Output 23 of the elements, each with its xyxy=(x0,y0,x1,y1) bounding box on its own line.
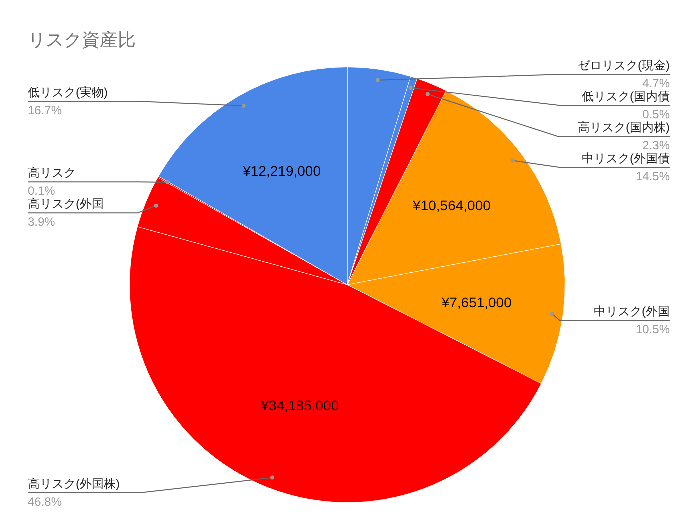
slice-label: 高リスク(外国株) xyxy=(28,476,120,491)
data-label: 46.8% xyxy=(28,494,62,509)
slice-label: 高リスク(国内株) xyxy=(578,120,670,135)
slice-label: 低リスク(実物) xyxy=(28,86,108,100)
data-label: 3.9% xyxy=(28,215,56,230)
text: ¥34,185,000 xyxy=(261,398,340,414)
data-label: 14.5% xyxy=(636,170,670,184)
slice-label: 中リスク(外国 xyxy=(594,304,670,319)
slice-label: 高リスク xyxy=(28,166,76,180)
slice-label: 中リスク(外国債 xyxy=(582,152,670,166)
text: ¥12,219,000 xyxy=(243,162,321,179)
text: ¥10,564,000 xyxy=(413,197,491,214)
data-label: 2.3% xyxy=(642,138,670,153)
data-label: 4.7% xyxy=(642,76,670,91)
text: ¥7,651,000 xyxy=(442,294,512,310)
data-label: 0.1% xyxy=(28,184,56,198)
slice-label: ゼロリスク(現金) xyxy=(578,58,670,73)
chart-title: リスク資産比 xyxy=(28,30,136,50)
data-label: 16.7% xyxy=(28,104,62,118)
slice-label: 高リスク(外国 xyxy=(28,197,104,212)
data-label: 10.5% xyxy=(636,322,670,337)
slice-label: 低リスク(国内債 xyxy=(582,90,670,104)
data-label: 0.5% xyxy=(642,108,670,122)
